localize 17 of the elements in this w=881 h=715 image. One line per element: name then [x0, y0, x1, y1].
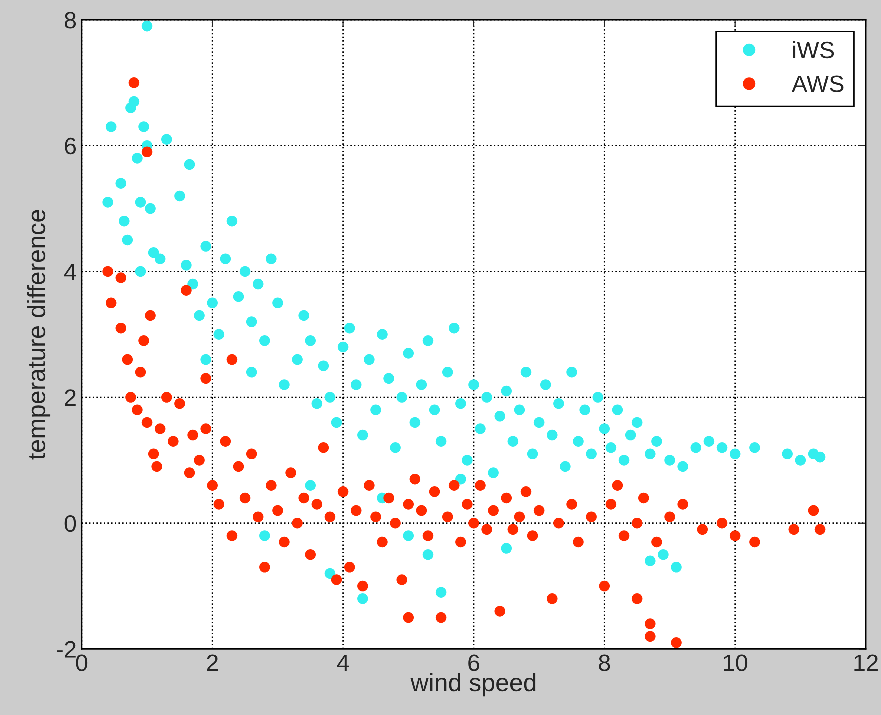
- y-tick-label: -2: [57, 641, 76, 658]
- x-tick-label: 8: [599, 654, 610, 672]
- y-tick-label: 2: [65, 390, 76, 406]
- x-tick-label: 2: [207, 654, 218, 672]
- x-axis-title: wind speed: [410, 673, 536, 697]
- y-axis-title: temperature difference: [27, 210, 51, 460]
- y-tick-label: 6: [65, 138, 76, 155]
- y-tick-label: 8: [64, 12, 76, 29]
- x-tick-label: 12: [854, 654, 878, 672]
- legend-label: AWS: [792, 76, 844, 92]
- x-tick-label: 6: [468, 654, 480, 672]
- y-tick-label: 0: [64, 515, 76, 532]
- y-tick-label: 4: [64, 264, 76, 280]
- x-tick-label: 4: [337, 654, 350, 672]
- x-tick-label: 10: [724, 654, 748, 672]
- legend-label: iWS: [793, 41, 834, 59]
- x-tick-label: 0: [76, 654, 88, 672]
